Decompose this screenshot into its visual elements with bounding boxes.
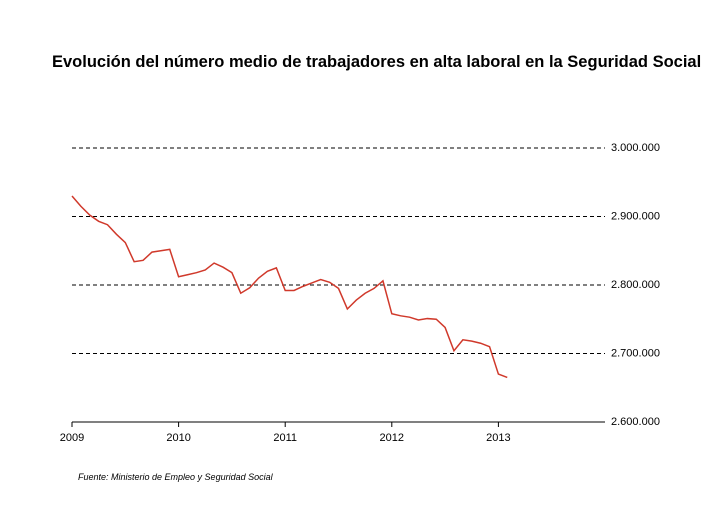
x-tick-label: 2009 [60,432,84,444]
y-tick-label: 2.600.000 [611,416,660,428]
data-line [71,195,508,379]
y-tick-label: 3.000.000 [611,142,660,154]
x-tick-label: 2011 [273,432,297,444]
y-tick-label: 2.900.000 [611,210,660,222]
x-tick-label: 2012 [380,432,404,444]
source-note: Fuente: Ministerio de Empleo y Seguridad… [78,472,273,482]
y-tick-label: 2.700.000 [611,347,660,359]
x-tick-label: 2013 [486,432,510,444]
chart-title: Evolución del número medio de trabajador… [52,53,702,71]
x-tick-label: 2010 [166,432,190,444]
y-tick-label: 2.800.000 [611,279,660,291]
